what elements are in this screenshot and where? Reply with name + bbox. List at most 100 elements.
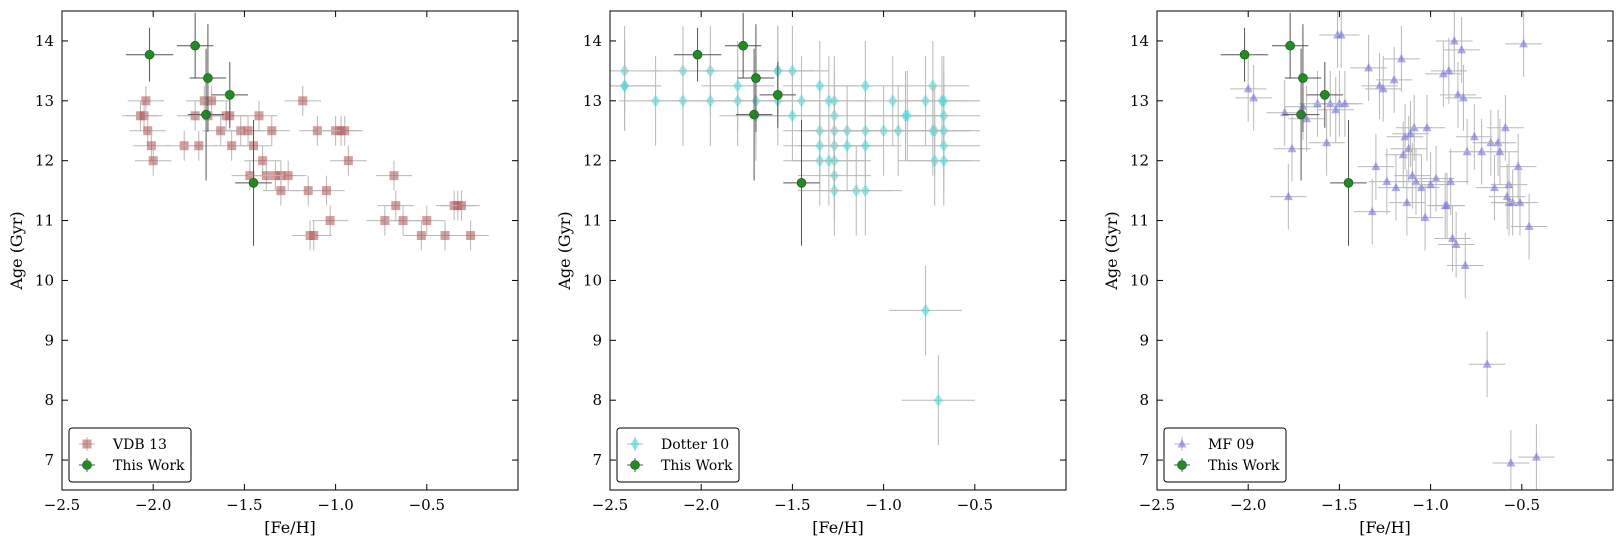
data-point xyxy=(187,48,225,181)
data-point xyxy=(1479,109,1517,176)
data-point xyxy=(1322,11,1360,68)
data-point xyxy=(176,12,214,79)
marker xyxy=(1531,452,1541,461)
marker xyxy=(440,231,450,241)
marker xyxy=(1477,146,1487,156)
marker xyxy=(466,231,476,241)
data-point xyxy=(1364,55,1402,122)
legend-marker xyxy=(82,439,92,449)
marker xyxy=(1513,161,1523,171)
x-tick-label: −0.5 xyxy=(1504,496,1540,514)
data-point xyxy=(129,115,166,146)
marker xyxy=(1391,182,1401,192)
legend-entry: VDB 13 xyxy=(79,437,167,453)
legend-marker xyxy=(630,437,640,451)
data-point xyxy=(1308,109,1345,176)
y-tick-label: 7 xyxy=(592,451,602,469)
marker xyxy=(1239,49,1250,60)
marker xyxy=(267,126,277,136)
marker xyxy=(1431,173,1441,183)
marker xyxy=(227,141,237,151)
marker xyxy=(398,216,408,226)
legend-marker xyxy=(82,460,92,470)
marker xyxy=(340,126,350,136)
marker xyxy=(416,231,426,241)
data-point xyxy=(125,27,174,82)
y-tick-label: 10 xyxy=(583,271,602,289)
data-point xyxy=(1501,169,1539,236)
marker xyxy=(1420,212,1430,222)
marker xyxy=(860,184,870,198)
marker xyxy=(738,40,748,51)
data-point xyxy=(180,130,218,161)
marker xyxy=(751,73,761,83)
data-point xyxy=(408,205,446,236)
marker xyxy=(203,73,213,83)
marker xyxy=(1460,260,1470,269)
data-point xyxy=(1425,40,1462,107)
series-mf-09 xyxy=(1229,11,1555,490)
legend-entry: This Work xyxy=(627,458,733,474)
marker xyxy=(1486,137,1496,147)
x-axis-label: [Fe/H] xyxy=(812,518,864,537)
legend-marker xyxy=(630,460,640,470)
marker xyxy=(201,109,211,120)
data-point xyxy=(1330,119,1367,246)
y-axis-label: Age (Gyr) xyxy=(7,211,26,290)
panel-dotter10: −2.5 −2.0 −1.5 −1.0 −0.5 7 8 9 10 11 12 13 14 [Fe/H] A… xyxy=(555,10,1067,537)
y-tick-label: 14 xyxy=(35,32,54,50)
data-point xyxy=(1468,331,1506,398)
data-point xyxy=(828,145,902,236)
data-point xyxy=(1383,25,1420,92)
marker xyxy=(1411,176,1421,186)
x-tick-label: −0.5 xyxy=(409,496,445,514)
marker xyxy=(1449,35,1459,45)
y-tick-label: 7 xyxy=(44,451,54,469)
marker xyxy=(1457,44,1467,54)
marker xyxy=(1340,98,1350,108)
data-point xyxy=(1375,46,1413,113)
data-point xyxy=(1353,178,1391,245)
data-point xyxy=(1350,34,1387,101)
data-point xyxy=(889,265,963,356)
data-point xyxy=(134,145,172,176)
data-point xyxy=(1406,184,1444,251)
data-point xyxy=(1443,16,1480,83)
marker xyxy=(1331,104,1341,114)
data-point xyxy=(1317,76,1354,143)
data-point xyxy=(269,160,307,191)
data-point xyxy=(1408,94,1446,161)
marker xyxy=(1371,161,1381,171)
legend-frame xyxy=(1163,427,1287,483)
x-tick-label: −1.0 xyxy=(865,496,901,514)
plot-area xyxy=(122,12,489,251)
data-point xyxy=(311,205,349,236)
data-point xyxy=(295,220,332,251)
marker xyxy=(143,126,153,136)
data-point xyxy=(443,190,480,221)
data-point xyxy=(1361,52,1398,119)
data-point xyxy=(1492,430,1530,490)
data-point xyxy=(724,12,762,79)
data-point xyxy=(1510,193,1548,260)
x-tick-label: −2.0 xyxy=(1230,496,1266,514)
marker xyxy=(796,178,807,188)
data-point xyxy=(240,100,278,131)
marker xyxy=(1442,200,1452,210)
data-point xyxy=(735,48,773,181)
marker xyxy=(1367,206,1377,216)
marker xyxy=(391,201,401,211)
data-point xyxy=(308,175,345,206)
marker xyxy=(456,201,466,211)
data-point xyxy=(1487,94,1524,161)
marker xyxy=(1453,89,1463,99)
marker xyxy=(773,90,783,100)
data-point xyxy=(244,145,281,176)
marker xyxy=(1320,90,1330,100)
marker xyxy=(216,126,226,136)
marker xyxy=(283,171,293,181)
panel-vdb13: −2.5 −2.0 −1.5 −1.0 −0.5 7 8 9 10 11 12 13 14 [Fe/H] A… xyxy=(7,10,519,537)
marker xyxy=(1343,178,1354,188)
marker xyxy=(1402,197,1412,207)
